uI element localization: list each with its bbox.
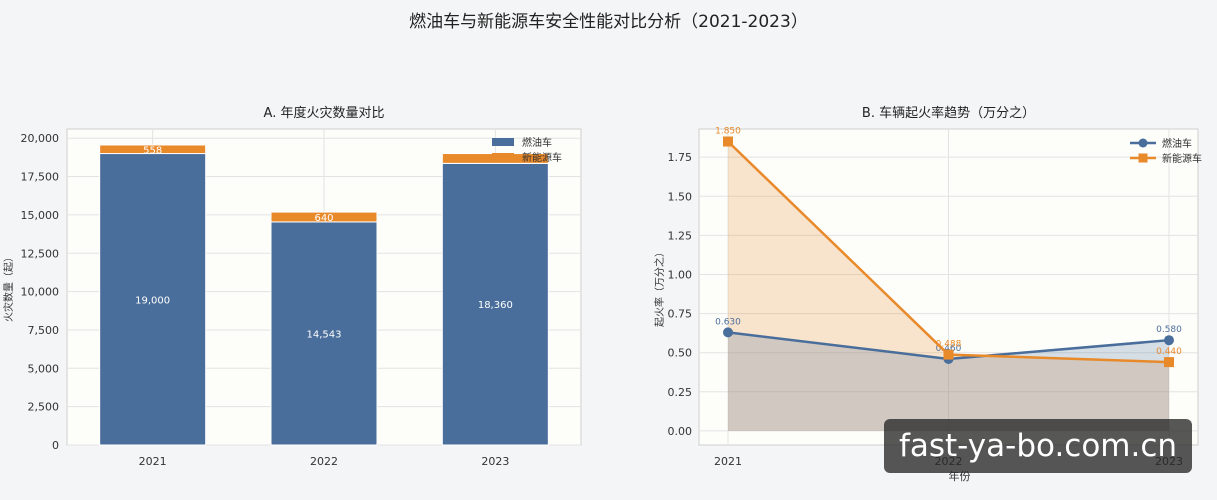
- legend-label: 新能源车: [522, 151, 562, 164]
- point-ev-2023: [1164, 357, 1174, 368]
- legend-swatch: [492, 153, 514, 161]
- legend-label: 燃油车: [1162, 137, 1192, 150]
- point-value-label: 1.850: [715, 127, 741, 137]
- chart-a-ytick-label: 5,000: [28, 362, 60, 375]
- chart-b-title: B. 车辆起火率趋势（万分之）: [862, 105, 1035, 121]
- chart-a-ytick-label: 7,500: [28, 324, 60, 337]
- bar-value-label: 640: [314, 213, 333, 224]
- chart-b-ylabel: 起火率（万分之）: [653, 247, 666, 327]
- point-value-label: 0.440: [1156, 347, 1182, 357]
- figure-title: 燃油车与新能源车安全性能对比分析（2021-2023）: [409, 12, 808, 32]
- legend-marker: [1138, 153, 1148, 163]
- chart-a-ytick-label: 12,500: [21, 247, 60, 260]
- bar-ev-2022: [270, 211, 378, 223]
- bar-value-label: 18,360: [478, 300, 513, 311]
- bar-value-label: 19,000: [135, 295, 170, 306]
- chart-b-ytick-label: 1.75: [668, 151, 693, 164]
- chart-a-xtick-label: 2021: [139, 455, 167, 468]
- chart-b-ytick-label: 0.00: [668, 425, 693, 438]
- point-value-label: 0.630: [715, 317, 741, 327]
- chart-b-ytick-label: 0.50: [668, 347, 693, 360]
- legend-label: 燃油车: [522, 136, 552, 149]
- bar-fuel-2021: [99, 153, 207, 446]
- chart-a-ytick-label: 20,000: [21, 132, 60, 145]
- bar-fuel-2023: [441, 162, 549, 446]
- chart-a-ytick-label: 10,000: [21, 286, 60, 299]
- chart-a-title: A. 年度火灾数量对比: [264, 105, 385, 121]
- point-value-label: 0.460: [936, 344, 962, 354]
- chart-a-ytick-label: 15,000: [21, 209, 60, 222]
- area-fuel: [728, 332, 1169, 431]
- point-ev-2022: [943, 349, 954, 360]
- chart-a-ytick-label: 2,500: [28, 401, 60, 414]
- chart-a-ytick-label: 0: [52, 439, 59, 452]
- point-value-label: 0.580: [1156, 325, 1182, 335]
- chart-b-ytick-label: 0.25: [668, 386, 693, 399]
- legend-label: 新能源车: [1162, 152, 1202, 165]
- legend-marker: [1138, 138, 1148, 148]
- chart-b-ytick-label: 1.50: [668, 190, 693, 203]
- bar-value-label: 558: [143, 145, 162, 156]
- chart-a-xtick-label: 2022: [310, 455, 338, 468]
- watermark-overlay: fast-ya-bo.com.cn: [884, 419, 1192, 473]
- chart-a-xtick-label: 2023: [481, 455, 509, 468]
- point-ev-2021: [723, 136, 733, 147]
- legend-swatch: [492, 138, 514, 146]
- bar-fuel-2022: [270, 221, 378, 446]
- chart-a-ylabel: 火灾数量（起）: [2, 252, 15, 322]
- chart-b-xtick-label: 2021: [714, 455, 742, 468]
- point-fuel-2023: [1164, 335, 1174, 346]
- chart-b-ytick-label: 1.25: [668, 229, 693, 242]
- chart-b-ytick-label: 0.75: [668, 308, 693, 321]
- point-fuel-2021: [723, 327, 733, 338]
- chart-a-ytick-label: 17,500: [21, 171, 60, 184]
- point-value-label: 0.488: [936, 340, 962, 350]
- bar-ev-2021: [99, 144, 207, 155]
- bar-value-label: 14,543: [307, 329, 342, 340]
- chart-b-ytick-label: 1.00: [668, 268, 693, 281]
